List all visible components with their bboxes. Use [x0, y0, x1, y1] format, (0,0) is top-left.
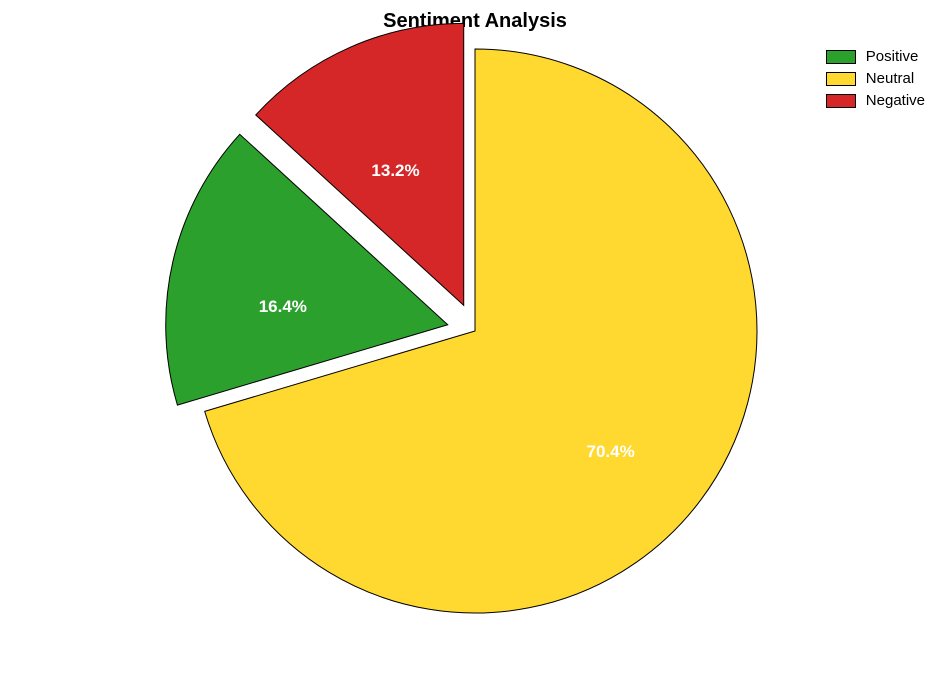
legend-swatch-positive	[826, 50, 856, 64]
sentiment-pie-chart: Sentiment Analysis PositiveNeutralNegati…	[0, 0, 950, 662]
pie-svg	[133, 0, 817, 673]
legend: Positive Neutral Negative	[826, 48, 925, 114]
legend-swatch-neutral	[826, 72, 856, 86]
slice-label-positive: 16.4%	[259, 297, 307, 317]
legend-label: Negative	[866, 92, 925, 109]
legend-swatch-negative	[826, 94, 856, 108]
slice-label-negative: 13.2%	[371, 161, 419, 181]
legend-label: Positive	[866, 48, 919, 65]
legend-item-positive: Positive	[826, 48, 925, 65]
slice-label-neutral: 70.4%	[587, 442, 635, 462]
legend-item-neutral: Neutral	[826, 70, 925, 87]
legend-item-negative: Negative	[826, 92, 925, 109]
legend-label: Neutral	[866, 70, 914, 87]
